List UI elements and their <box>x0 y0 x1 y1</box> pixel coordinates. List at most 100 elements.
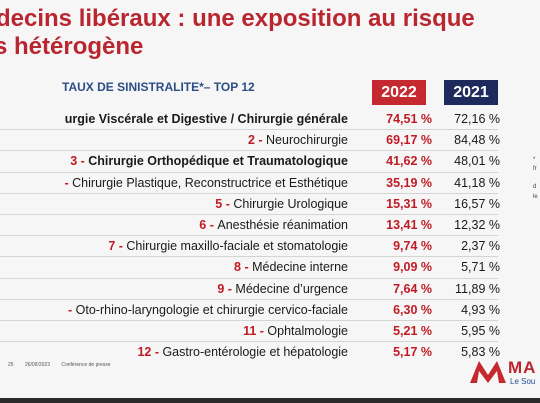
year-header-2022: 2022 <box>372 80 426 105</box>
footer-date: 26/09/2023 <box>24 362 50 368</box>
rank-number: 2 - <box>247 133 267 148</box>
value-2021: 11,89 % <box>455 281 500 296</box>
value-2022: 5,17 % <box>393 345 432 360</box>
row-divider <box>0 129 498 131</box>
table-row: - Chirurgie Plastique, Reconstructrice e… <box>0 173 540 194</box>
row-divider <box>0 277 498 279</box>
rank-number: 12 - <box>137 345 163 360</box>
footer-page-number: 25 <box>8 362 14 368</box>
brand-logo-icon <box>470 361 506 383</box>
specialty-name: Ophtalmologie <box>267 324 348 338</box>
specialty-label: - Oto-rhino-laryngologie et chirurgie ce… <box>68 300 348 321</box>
specialty-label: 3 - Chirurgie Orthopédique et Traumatolo… <box>70 151 348 172</box>
specialty-label: 9 - Médecine d’urgence <box>217 279 348 300</box>
specialty-name: urgie Viscérale et Digestive / Chirurgie… <box>64 112 348 126</box>
table-row: urgie Viscérale et Digestive / Chirurgie… <box>0 109 540 130</box>
specialty-name: Chirurgie Plastique, Reconstructrice et … <box>72 175 348 190</box>
brand-logo-text: MA <box>508 358 537 377</box>
value-2021: 84,48 % <box>454 133 500 148</box>
table-row: 9 - Médecine d’urgence 7,64 % 11,89 % <box>0 279 540 300</box>
table-row: 2 - Neurochirurgie 69,17 % 84,48 % <box>0 130 540 151</box>
specialty-label: 11 - Ophtalmologie <box>243 321 348 342</box>
value-2021: 5,83 % <box>461 345 500 360</box>
row-divider <box>0 235 498 237</box>
rank-number: 9 - <box>217 281 236 296</box>
footer-event: Conférence de presse <box>61 362 111 368</box>
year-header-2021: 2021 <box>444 80 498 105</box>
table-row: 12 - Gastro-entérologie et hépatologie 5,… <box>0 342 540 363</box>
table-subtitle: TAUX DE SINISTRALITE*– TOP 12 <box>62 80 255 94</box>
side-note-1: * <box>533 157 536 163</box>
row-divider <box>0 341 498 343</box>
value-2021: 4,93 % <box>461 302 500 317</box>
specialty-name: Médecine d’urgence <box>235 281 348 296</box>
value-2022: 5,21 % <box>393 324 432 338</box>
table-row: 5 - Chirurgie Urologique 15,31 % 16,57 % <box>0 194 540 215</box>
table-row: 3 - Chirurgie Orthopédique et Traumatolo… <box>0 151 540 172</box>
value-2022: 15,31 % <box>386 196 432 211</box>
specialty-label: 8 - Médecine interne <box>234 257 348 278</box>
specialty-label: 2 - Neurochirurgie <box>248 130 348 151</box>
value-2021: 41,18 % <box>454 175 500 190</box>
specialty-name: Anesthésie réanimation <box>217 218 348 232</box>
specialty-label: 5 - Chirurgie Urologique <box>215 194 348 215</box>
value-2022: 74,51 % <box>386 112 432 126</box>
side-note-4: le <box>533 194 538 200</box>
value-2021: 2,37 % <box>461 239 500 254</box>
value-2021: 48,01 % <box>454 154 500 169</box>
video-bottom-bar <box>0 398 540 403</box>
rank-number: 11 - <box>243 324 268 338</box>
rank-number: 3 - <box>70 154 89 169</box>
row-divider <box>0 298 498 300</box>
value-2022: 6,30 % <box>393 302 432 317</box>
side-note-3: d <box>533 184 537 190</box>
value-2022: 35,19 % <box>386 175 432 190</box>
table-row: - Oto-rhino-laryngologie et chirurgie ce… <box>0 300 540 321</box>
specialty-name: Chirurgie Urologique <box>233 196 348 211</box>
specialty-name: Oto-rhino-laryngologie et chirurgie cerv… <box>75 302 348 317</box>
specialty-name: Chirurgie Orthopédique et Traumatologiqu… <box>88 154 348 169</box>
value-2022: 7,64 % <box>393 281 432 296</box>
rank-number: - <box>68 302 76 317</box>
value-2022: 69,17 % <box>386 133 432 148</box>
value-2021: 5,95 % <box>461 324 500 338</box>
value-2021: 72,16 % <box>454 112 500 126</box>
table-row: 7 - Chirurgie maxillo-faciale et stomato… <box>0 236 540 257</box>
row-divider <box>0 192 498 194</box>
specialty-name: Neurochirurgie <box>266 133 348 148</box>
value-2022: 41,62 % <box>386 154 432 169</box>
value-2021: 16,57 % <box>454 196 500 211</box>
row-divider <box>0 214 498 215</box>
rank-number: 6 - <box>199 218 218 232</box>
specialty-label: - Chirurgie Plastique, Reconstructrice e… <box>65 173 348 194</box>
value-2021: 5,71 % <box>461 260 500 275</box>
value-2021: 12,32 % <box>454 218 500 232</box>
specialty-name: Gastro-entérologie et hépatologie <box>162 345 348 360</box>
row-divider <box>0 320 498 321</box>
row-divider <box>0 171 498 173</box>
slide-footer: 25 26/09/2023 Conférence de presse <box>8 362 121 368</box>
brand-logo-tagline: Le Sou <box>510 377 536 386</box>
row-divider <box>0 256 498 258</box>
specialty-label: 6 - Anesthésie réanimation <box>199 215 348 236</box>
specialty-name: Chirurgie maxillo-faciale et stomatologi… <box>126 239 348 254</box>
value-2022: 9,09 % <box>393 260 432 275</box>
specialty-label: 7 - Chirurgie maxillo-faciale et stomato… <box>108 236 348 257</box>
rank-number: 5 - <box>215 196 234 211</box>
specialty-name: Médecine interne <box>252 260 348 275</box>
value-2022: 13,41 % <box>386 218 432 232</box>
side-note-2: fr <box>533 166 537 172</box>
rank-number: 8 - <box>234 260 253 275</box>
specialty-label: urgie Viscérale et Digestive / Chirurgie… <box>65 109 348 130</box>
value-2022: 9,74 % <box>393 239 432 254</box>
specialty-label: 12 - Gastro-entérologie et hépatologie <box>137 342 348 363</box>
table-row: 8 - Médecine interne 9,09 % 5,71 % <box>0 257 540 278</box>
row-divider <box>0 150 498 152</box>
slide-title-line-2: s hétérogène <box>0 33 144 60</box>
slide-title-line-1: decins libéraux : une exposition au risq… <box>0 5 475 32</box>
table-row: 6 - Anesthésie réanimation 13,41 % 12,32 % <box>0 215 540 236</box>
rank-number: - <box>64 175 73 190</box>
rank-number: 7 - <box>108 239 127 254</box>
table-row: 11 - Ophtalmologie 5,21 % 5,95 % <box>0 321 540 342</box>
